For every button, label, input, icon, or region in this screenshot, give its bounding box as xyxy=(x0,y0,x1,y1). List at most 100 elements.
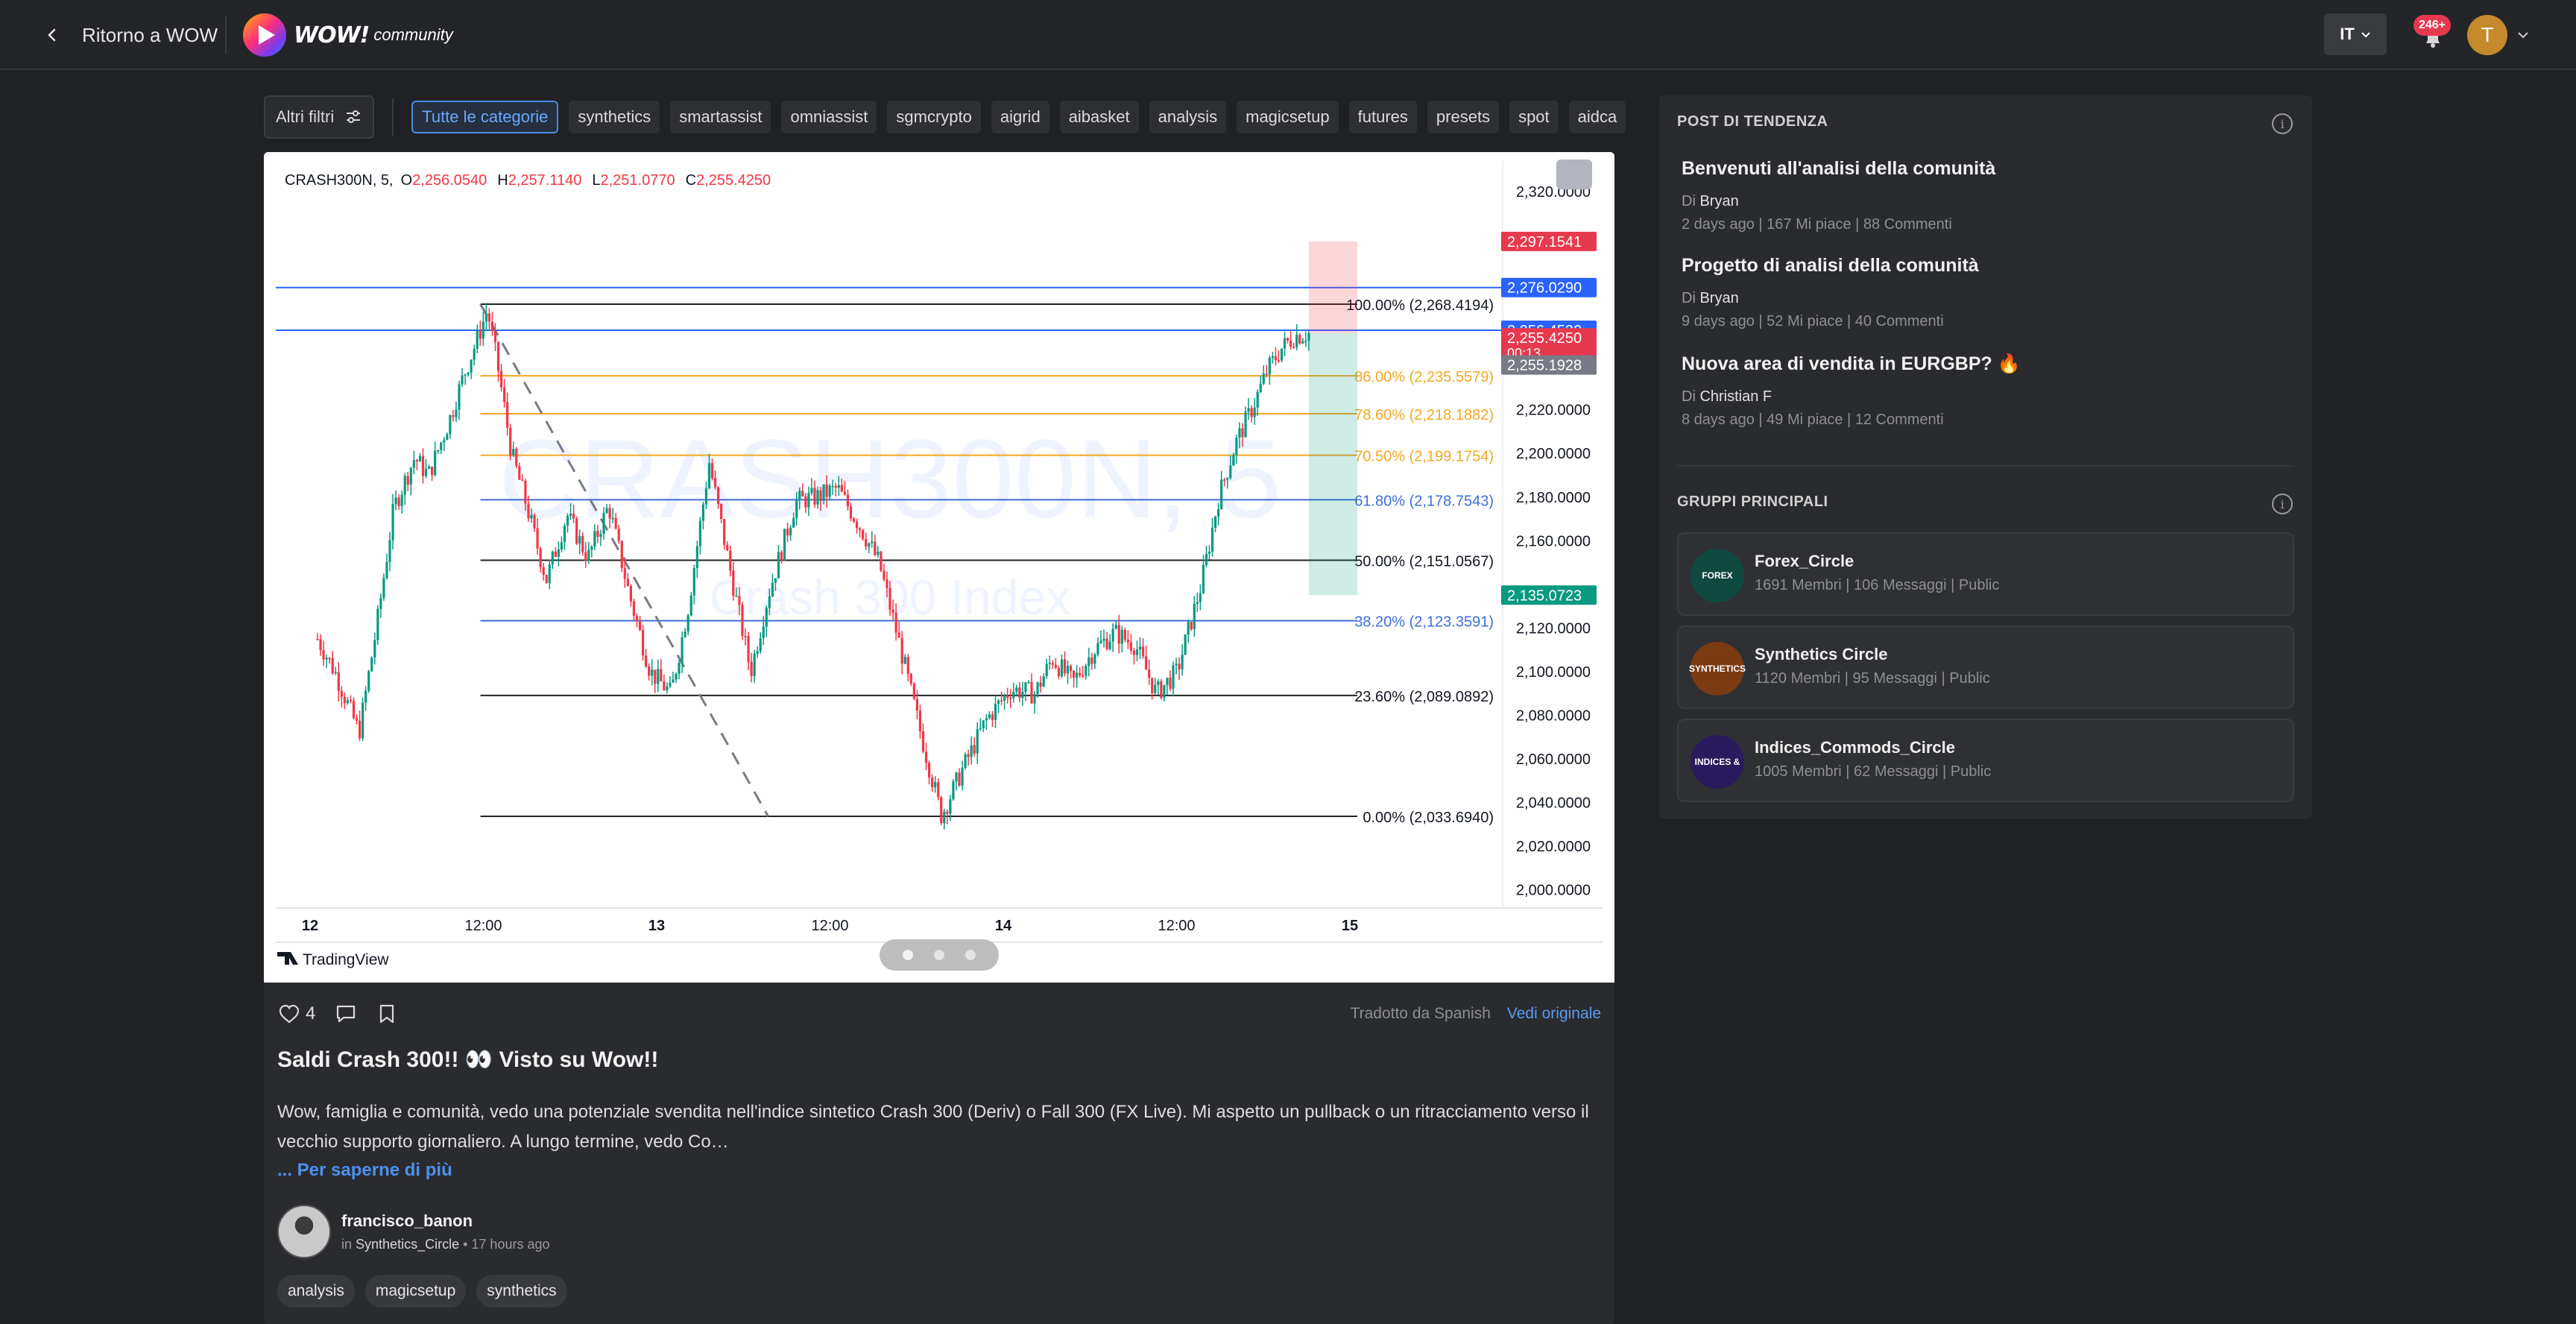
wow-community-logo[interactable]: WOW! community xyxy=(243,12,453,58)
category-chip[interactable]: magicsetup xyxy=(1237,101,1339,133)
candle-body xyxy=(1096,643,1099,655)
language-selector[interactable]: IT xyxy=(2324,13,2387,55)
chevron-down-icon xyxy=(2361,32,2370,38)
chart-settings-button[interactable] xyxy=(1556,160,1592,189)
candle-body xyxy=(970,745,973,757)
back-to-wow-link[interactable]: Ritorno a WOW xyxy=(42,16,218,54)
author-name[interactable]: francisco_banon xyxy=(341,1211,473,1230)
candle-body xyxy=(747,636,750,662)
trending-post-author: Di Christian F xyxy=(1682,388,2293,406)
carousel-dot[interactable] xyxy=(903,950,913,960)
chevron-down-icon[interactable] xyxy=(2515,27,2531,43)
info-icon[interactable]: i xyxy=(2272,494,2293,514)
author-meta: in Synthetics_Circle • 17 hours ago xyxy=(341,1237,550,1252)
candle-body xyxy=(888,587,891,610)
more-filters-button[interactable]: Altri filtri xyxy=(264,95,375,139)
author-link[interactable]: Christian F xyxy=(1699,388,1772,405)
candle-body xyxy=(1271,356,1274,358)
candle-body xyxy=(334,672,337,674)
category-chip[interactable]: Tutte le categorie xyxy=(411,101,559,133)
trending-post-title[interactable]: Benvenuti all'analisi della comunità xyxy=(1682,158,1996,179)
author-link[interactable]: Bryan xyxy=(1699,290,1739,306)
candle-body xyxy=(1181,655,1184,669)
tag-chip[interactable]: analysis xyxy=(277,1275,355,1308)
group-card[interactable]: FOREX Forex_Circle 1691 Membri | 106 Messa… xyxy=(1677,532,2294,616)
candle-body xyxy=(539,548,542,567)
candle-body xyxy=(452,415,455,417)
candle-body xyxy=(1277,360,1281,362)
category-chip[interactable]: smartassist xyxy=(670,101,771,133)
trending-post-title[interactable]: Nuova area di vendita in EURGBP? 🔥 xyxy=(1682,353,2021,374)
candle-body xyxy=(1111,628,1114,642)
candle-body xyxy=(1304,341,1307,342)
trending-post-meta: 2 days ago | 167 Mi piace | 88 Commenti xyxy=(1682,216,1952,233)
candle-body xyxy=(1202,565,1205,593)
info-icon[interactable]: i xyxy=(2272,113,2293,134)
candle-body xyxy=(358,720,362,739)
post-tags: analysis magicsetup synthetics xyxy=(277,1275,567,1308)
tag-chip[interactable]: synthetics xyxy=(476,1275,567,1308)
category-chip[interactable]: futures xyxy=(1348,101,1417,133)
bookmark-button[interactable] xyxy=(376,1003,397,1025)
category-chip[interactable]: analysis xyxy=(1149,101,1227,133)
category-chip[interactable]: synthetics xyxy=(569,101,660,133)
group-card[interactable]: SYNTHETICS Synthetics Circle 1120 Membri |… xyxy=(1677,625,2294,709)
carousel-dot[interactable] xyxy=(965,950,976,960)
tag-chip[interactable]: magicsetup xyxy=(364,1275,467,1308)
groups-header: GRUPPI PRINCIPALI xyxy=(1677,494,1828,510)
read-more-link[interactable]: ... Per saperne di più xyxy=(277,1160,452,1180)
low-label: L xyxy=(592,172,600,189)
candle-body xyxy=(533,514,536,529)
candle-body xyxy=(1250,408,1253,417)
candle-body xyxy=(804,496,807,508)
candle-body xyxy=(473,348,476,360)
candle-body xyxy=(877,551,880,555)
candle-body xyxy=(1003,695,1006,701)
category-chip[interactable]: aigrid xyxy=(991,101,1049,133)
group-meta: 1120 Membri | 95 Messaggi | Public xyxy=(1755,670,1990,687)
x-tick-label: 13 xyxy=(648,918,665,934)
candle-body xyxy=(871,541,874,543)
group-card[interactable]: INDICES & Indices_Commods_Circle 1005 Memb… xyxy=(1677,719,2294,802)
category-chip[interactable]: aibasket xyxy=(1059,101,1139,133)
candle-body xyxy=(903,657,906,664)
candle-body xyxy=(698,520,701,546)
user-avatar[interactable]: T xyxy=(2467,15,2507,55)
candle-body xyxy=(918,710,922,732)
candle-body xyxy=(593,531,596,547)
candle-body xyxy=(831,485,834,488)
category-chip[interactable]: aidca xyxy=(1568,101,1626,133)
carousel-pagination[interactable] xyxy=(880,939,999,971)
candle-body xyxy=(1030,681,1033,704)
candle-body xyxy=(1223,479,1226,481)
candle-body xyxy=(499,371,503,388)
candle-body xyxy=(596,531,599,538)
trending-post-title[interactable]: Progetto di analisi della comunità xyxy=(1682,255,1979,276)
category-chip[interactable]: spot xyxy=(1509,101,1559,133)
author-link[interactable]: Bryan xyxy=(1699,193,1739,209)
see-original-link[interactable]: Vedi originale xyxy=(1506,1005,1601,1022)
comment-button[interactable] xyxy=(335,1003,357,1025)
candle-body xyxy=(695,546,698,569)
like-button[interactable]: 4 xyxy=(277,1002,315,1026)
category-chip[interactable]: presets xyxy=(1427,101,1500,133)
candle-body xyxy=(337,672,340,691)
author-group-link[interactable]: Synthetics_Circle xyxy=(356,1236,460,1252)
candle-body xyxy=(1199,593,1202,602)
fib-level-label: 100.00% (2,268.4194) xyxy=(1346,297,1494,314)
candle-body xyxy=(611,517,614,520)
category-chip[interactable]: sgmcrypto xyxy=(887,101,981,133)
candle-body xyxy=(822,484,825,501)
candle-body xyxy=(750,661,753,676)
author-avatar[interactable] xyxy=(277,1205,331,1258)
candle-body xyxy=(717,487,720,505)
candle-body xyxy=(566,515,569,526)
candle-body xyxy=(1120,629,1123,644)
candle-body xyxy=(629,585,632,602)
candle-body xyxy=(349,700,353,702)
category-chip[interactable]: omniassist xyxy=(781,101,877,133)
tradingview-chart[interactable]: CRASH300N, 5 Crash 300 Index 100.00% (2,26… xyxy=(264,152,1614,983)
candle-body xyxy=(771,582,774,596)
y-tick-label: 2,200.0000 xyxy=(1516,446,1591,462)
carousel-dot[interactable] xyxy=(934,950,944,960)
